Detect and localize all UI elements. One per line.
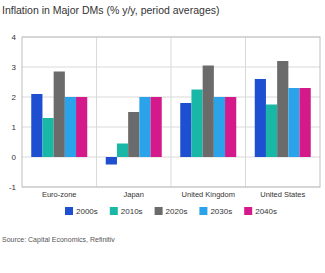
bar xyxy=(31,94,42,157)
category-separator xyxy=(171,37,172,187)
bar xyxy=(214,97,225,157)
legend-label: 2010s xyxy=(121,207,143,216)
source: Source: Capital Economics, Refinitiv xyxy=(2,236,115,244)
legend-label: 2040s xyxy=(255,207,277,216)
bar xyxy=(288,88,299,157)
bar xyxy=(106,157,117,165)
y-tick-label: 1 xyxy=(12,123,17,132)
bar xyxy=(76,97,87,157)
x-tick-label: Euro-zone xyxy=(42,190,77,199)
bar xyxy=(191,90,202,158)
legend-swatch xyxy=(199,207,207,215)
bar xyxy=(225,97,236,157)
bar xyxy=(180,103,191,157)
y-tick-label: -1 xyxy=(9,183,17,192)
y-tick-label: 4 xyxy=(12,33,17,42)
bar xyxy=(151,97,162,157)
y-tick-label: 2 xyxy=(12,93,17,102)
category-separator xyxy=(96,37,97,187)
chart: Inflation in Major DMs (% y/y, period av… xyxy=(0,0,325,273)
category-separator xyxy=(245,37,246,187)
bar xyxy=(266,105,277,158)
bar xyxy=(65,97,76,157)
bar xyxy=(42,118,53,157)
legend-swatch xyxy=(110,207,118,215)
legend: 2000s 2010s 2020s 2030s 2040s xyxy=(65,207,277,216)
y-tick-label: 0 xyxy=(12,153,17,162)
bars xyxy=(31,61,311,165)
title: Inflation in Major DMs (% y/y, period av… xyxy=(2,4,219,16)
bar xyxy=(255,79,266,157)
bar xyxy=(117,144,128,158)
legend-label: 2000s xyxy=(76,207,98,216)
legend-label: 2020s xyxy=(166,207,188,216)
bar xyxy=(54,72,65,158)
legend-swatch xyxy=(155,207,163,215)
legend-label: 2030s xyxy=(210,207,232,216)
bar xyxy=(300,88,311,157)
y-tick-label: 3 xyxy=(12,63,17,72)
legend-swatch xyxy=(65,207,73,215)
x-tick-label: Japan xyxy=(124,190,144,199)
plot-frame xyxy=(22,37,320,187)
x-tick-label: United Kingdom xyxy=(182,190,235,199)
legend-swatch xyxy=(244,207,252,215)
bar xyxy=(277,61,288,157)
bar xyxy=(128,112,139,157)
bar xyxy=(139,97,150,157)
bar xyxy=(203,66,214,158)
x-tick-label: United States xyxy=(260,190,305,199)
